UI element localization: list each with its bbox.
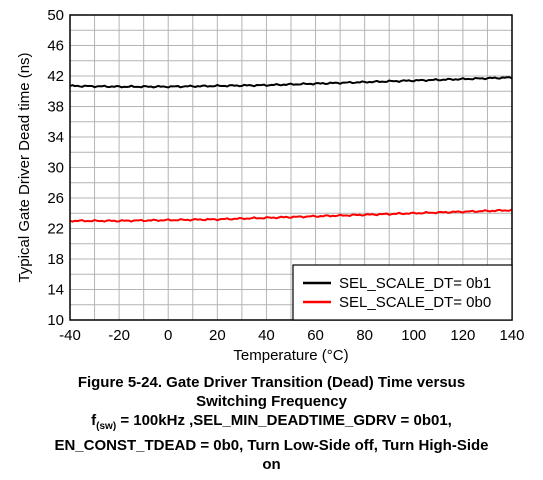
y-tick-label: 46 (47, 38, 64, 55)
x-tick-label: 100 (401, 327, 426, 344)
y-tick-label: 22 (47, 221, 64, 238)
x-tick-label: 40 (258, 327, 275, 344)
plot-frame (69, 14, 513, 321)
x-tick-label: 60 (307, 327, 324, 344)
x-tick-label: 120 (450, 327, 475, 344)
caption-freq-symbol: f (91, 412, 97, 429)
caption-line-3: f(sw) = 100kHz ,SEL_MIN_DEADTIME_GDRV = … (0, 411, 543, 436)
caption-freq-rest: = 100kHz ,SEL_MIN_DEADTIME_GDRV = 0b01, (116, 412, 452, 429)
y-axis-title: Typical Gate Driver Dead time (ns) (16, 52, 33, 282)
x-axis-title: Temperature (°C) (233, 347, 348, 364)
caption-line-5: on (262, 456, 281, 473)
series-line-0b0 (69, 208, 513, 223)
series-layer (69, 76, 513, 223)
caption-freq-subscript: (sw) (96, 421, 117, 432)
y-tick-label: 42 (47, 68, 64, 85)
legend-label-0b0: SEL_SCALE_DT= 0b0 (339, 294, 491, 311)
y-tick-label: 30 (47, 160, 64, 177)
y-tick-label: 50 (47, 7, 64, 24)
y-tick-label: 38 (47, 99, 64, 116)
y-tick-label: 18 (47, 251, 64, 268)
caption-line-1: Figure 5-24. Gate Driver Transition (Dea… (77, 374, 466, 391)
legend-label-0b1: SEL_SCALE_DT= 0b1 (339, 275, 491, 292)
legend-box (292, 264, 513, 321)
dead-time-chart: -40 -20 0 20 40 60 80 100 120 140 10 14 18 22 26 30 34 38… (16, 7, 525, 364)
y-tick-label: 14 (47, 282, 64, 299)
x-tick-label: 0 (164, 327, 172, 344)
caption-line-4: EN_CONST_TDEAD = 0b0, Turn Low-Side off,… (54, 437, 489, 454)
x-tick-label: -40 (59, 327, 81, 344)
tick-labels: -40 -20 0 20 40 60 80 100 120 140 10 14 18 22 26 30 34 38… (47, 7, 524, 344)
y-tick-label: 34 (47, 129, 64, 146)
y-tick-label: 26 (47, 190, 64, 207)
y-tick-label: 10 (47, 312, 64, 329)
x-tick-label: 20 (209, 327, 226, 344)
figure-caption: Figure 5-24. Gate Driver Transition (Dea… (0, 373, 543, 474)
legend: SEL_SCALE_DT= 0b1 SEL_SCALE_DT= 0b0 (292, 264, 513, 321)
caption-line-2: Switching Frequency (196, 393, 347, 410)
x-tick-label: 140 (499, 327, 524, 344)
series-line-0b1 (69, 76, 513, 89)
x-tick-label: -20 (108, 327, 130, 344)
x-tick-label: 80 (356, 327, 373, 344)
